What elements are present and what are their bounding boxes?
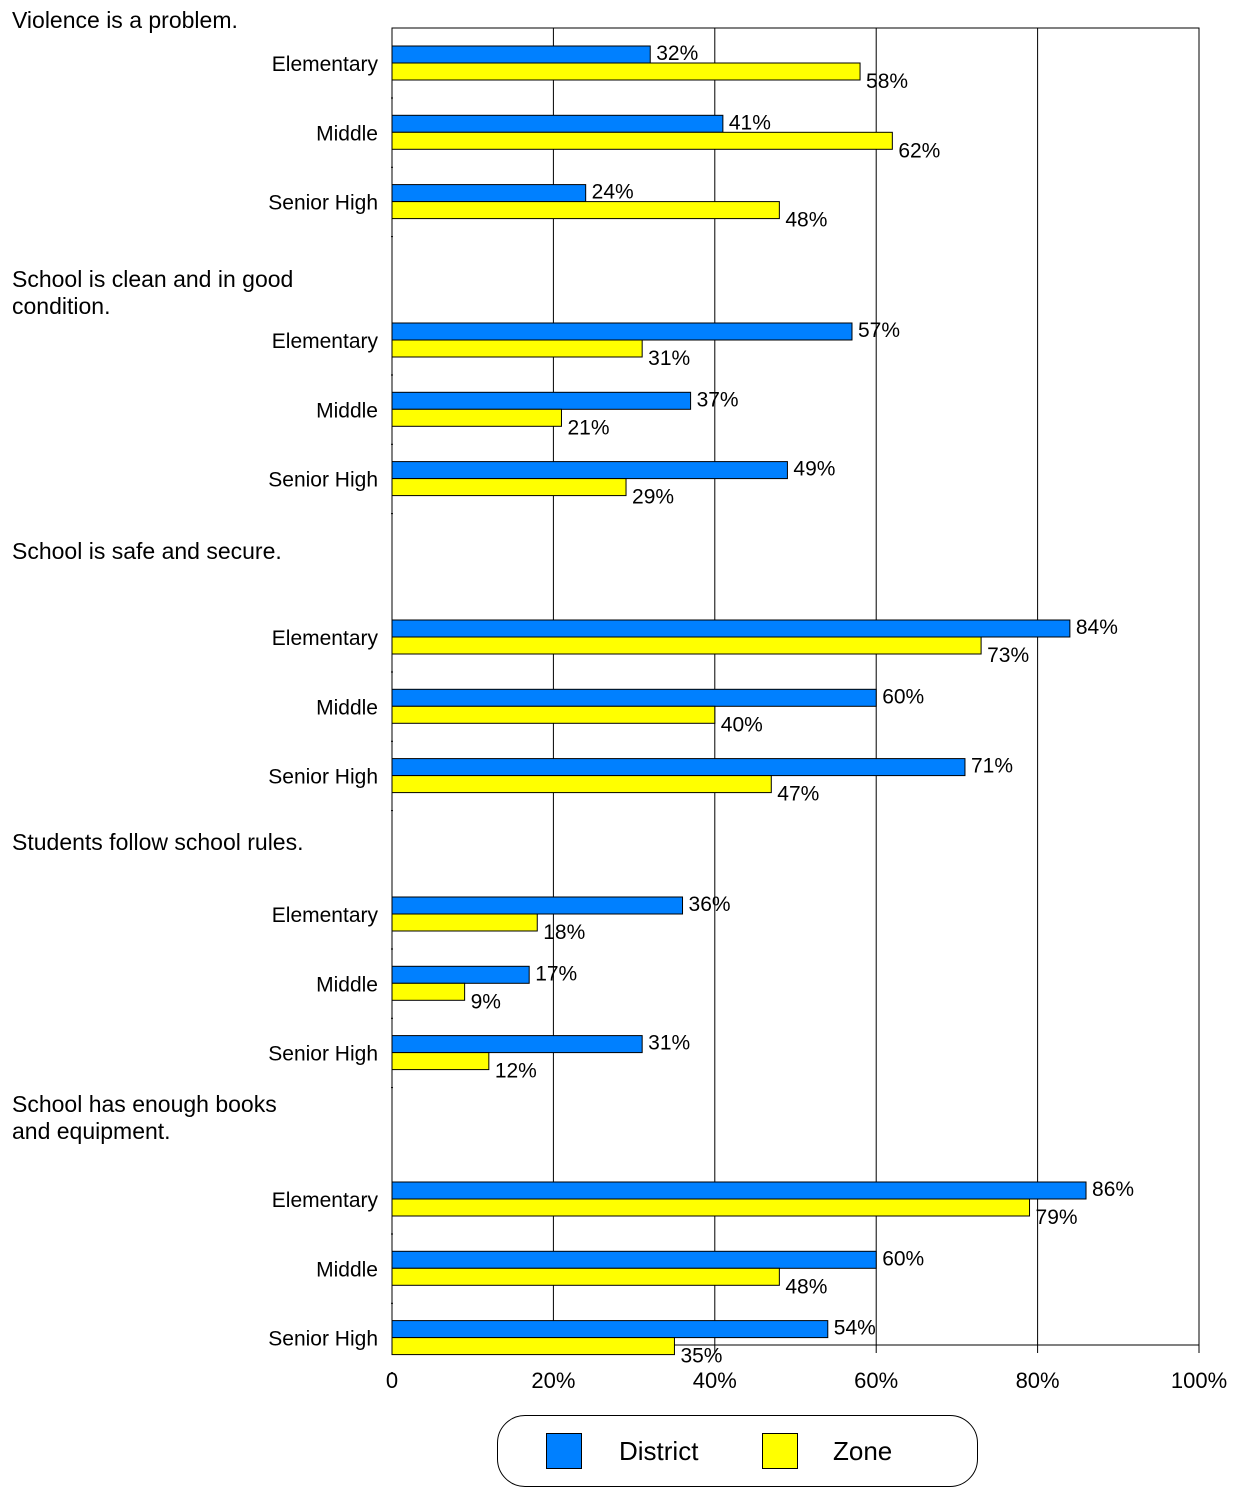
x-tick-label: 80%	[1016, 1368, 1060, 1393]
bar-zone	[391, 1337, 675, 1356]
category-label: Middle	[316, 122, 378, 145]
data-label-zone: 48%	[785, 1275, 827, 1298]
group-title: School is clean and in good	[12, 266, 293, 292]
bar-zone	[391, 1198, 1031, 1217]
legend-label-zone: Zone	[833, 1436, 893, 1466]
x-tick-label: 20%	[531, 1368, 575, 1393]
data-label-district: 41%	[729, 111, 771, 134]
category-label: Elementary	[272, 330, 379, 353]
legend-label-district: District	[619, 1436, 699, 1466]
category-label: Senior High	[268, 1328, 378, 1351]
data-label-zone: 62%	[898, 139, 940, 162]
bar-zone	[391, 339, 643, 358]
bar-district	[391, 461, 788, 480]
data-label-zone: 21%	[567, 416, 609, 439]
data-label-district: 49%	[793, 458, 835, 481]
category-label: Middle	[316, 696, 378, 719]
data-label-zone: 31%	[648, 347, 690, 370]
data-label-zone: 47%	[777, 783, 819, 806]
bar-zone	[391, 705, 716, 724]
data-label-zone: 58%	[866, 70, 908, 93]
data-label-zone: 18%	[543, 921, 585, 944]
bar-district	[391, 391, 692, 410]
bar-zone	[391, 1267, 780, 1286]
group-title: and equipment.	[12, 1118, 171, 1144]
x-tick-label: 0	[386, 1368, 398, 1393]
data-label-district: 17%	[535, 962, 577, 985]
data-label-district: 37%	[697, 388, 739, 411]
bar-zone	[391, 982, 466, 1001]
data-label-district: 54%	[834, 1317, 876, 1340]
data-label-zone: 40%	[721, 713, 763, 736]
x-tick-label: 100%	[1171, 1368, 1227, 1393]
bar-district	[391, 619, 1071, 638]
bar-district	[391, 688, 877, 707]
category-label: Elementary	[272, 53, 379, 76]
category-label: Elementary	[272, 904, 379, 927]
data-label-district: 60%	[882, 685, 924, 708]
data-label-district: 60%	[882, 1247, 924, 1270]
bar-district	[391, 1035, 643, 1054]
bar-district	[391, 184, 587, 203]
bar-zone	[391, 478, 627, 497]
group-title: Students follow school rules.	[12, 829, 304, 855]
category-label: Senior High	[268, 766, 378, 789]
data-label-district: 32%	[656, 42, 698, 65]
bar-district	[391, 965, 530, 984]
data-label-district: 71%	[971, 755, 1013, 778]
data-label-district: 57%	[858, 319, 900, 342]
bar-district	[391, 45, 651, 64]
category-label: Senior High	[268, 192, 378, 215]
data-label-zone: 73%	[987, 644, 1029, 667]
bar-district	[391, 1320, 829, 1339]
data-label-zone: 48%	[785, 209, 827, 232]
bar-zone	[391, 201, 780, 220]
category-label: Middle	[316, 1258, 378, 1281]
data-label-district: 31%	[648, 1032, 690, 1055]
bar-zone	[391, 131, 893, 150]
data-label-zone: 79%	[1036, 1206, 1078, 1229]
category-label: Middle	[316, 973, 378, 996]
bar-district	[391, 1181, 1087, 1200]
bar-zone	[391, 913, 538, 932]
category-label: Senior High	[268, 1043, 378, 1066]
bar-district	[391, 322, 853, 341]
category-label: Elementary	[272, 627, 379, 650]
group-title: School has enough books	[12, 1091, 277, 1117]
legend-swatch-zone	[762, 1433, 798, 1469]
bar-zone	[391, 636, 982, 655]
x-tick-label: 60%	[854, 1368, 898, 1393]
bar-district	[391, 896, 684, 915]
data-label-district: 84%	[1076, 616, 1118, 639]
bar-zone	[391, 1052, 490, 1071]
data-label-district: 36%	[689, 893, 731, 916]
group-title: condition.	[12, 293, 110, 319]
data-label-zone: 9%	[471, 990, 501, 1013]
data-label-district: 86%	[1092, 1178, 1134, 1201]
bar-district	[391, 114, 724, 133]
data-label-zone: 29%	[632, 486, 674, 509]
category-label: Middle	[316, 399, 378, 422]
plot-area	[391, 27, 1200, 1346]
bar-zone	[391, 775, 772, 794]
bar-zone	[391, 408, 562, 427]
category-label: Senior High	[268, 469, 378, 492]
legend-swatch-district	[546, 1433, 582, 1469]
data-label-zone: 35%	[680, 1345, 722, 1368]
category-label: Elementary	[272, 1189, 379, 1212]
group-title: Violence is a problem.	[12, 7, 238, 33]
data-label-district: 24%	[592, 181, 634, 204]
group-title: School is safe and secure.	[12, 538, 282, 564]
data-label-zone: 12%	[495, 1060, 537, 1083]
x-tick-label: 40%	[693, 1368, 737, 1393]
bar-district	[391, 1250, 877, 1269]
legend: District Zone	[497, 1415, 978, 1487]
bar-zone	[391, 62, 861, 81]
bar-district	[391, 758, 966, 777]
